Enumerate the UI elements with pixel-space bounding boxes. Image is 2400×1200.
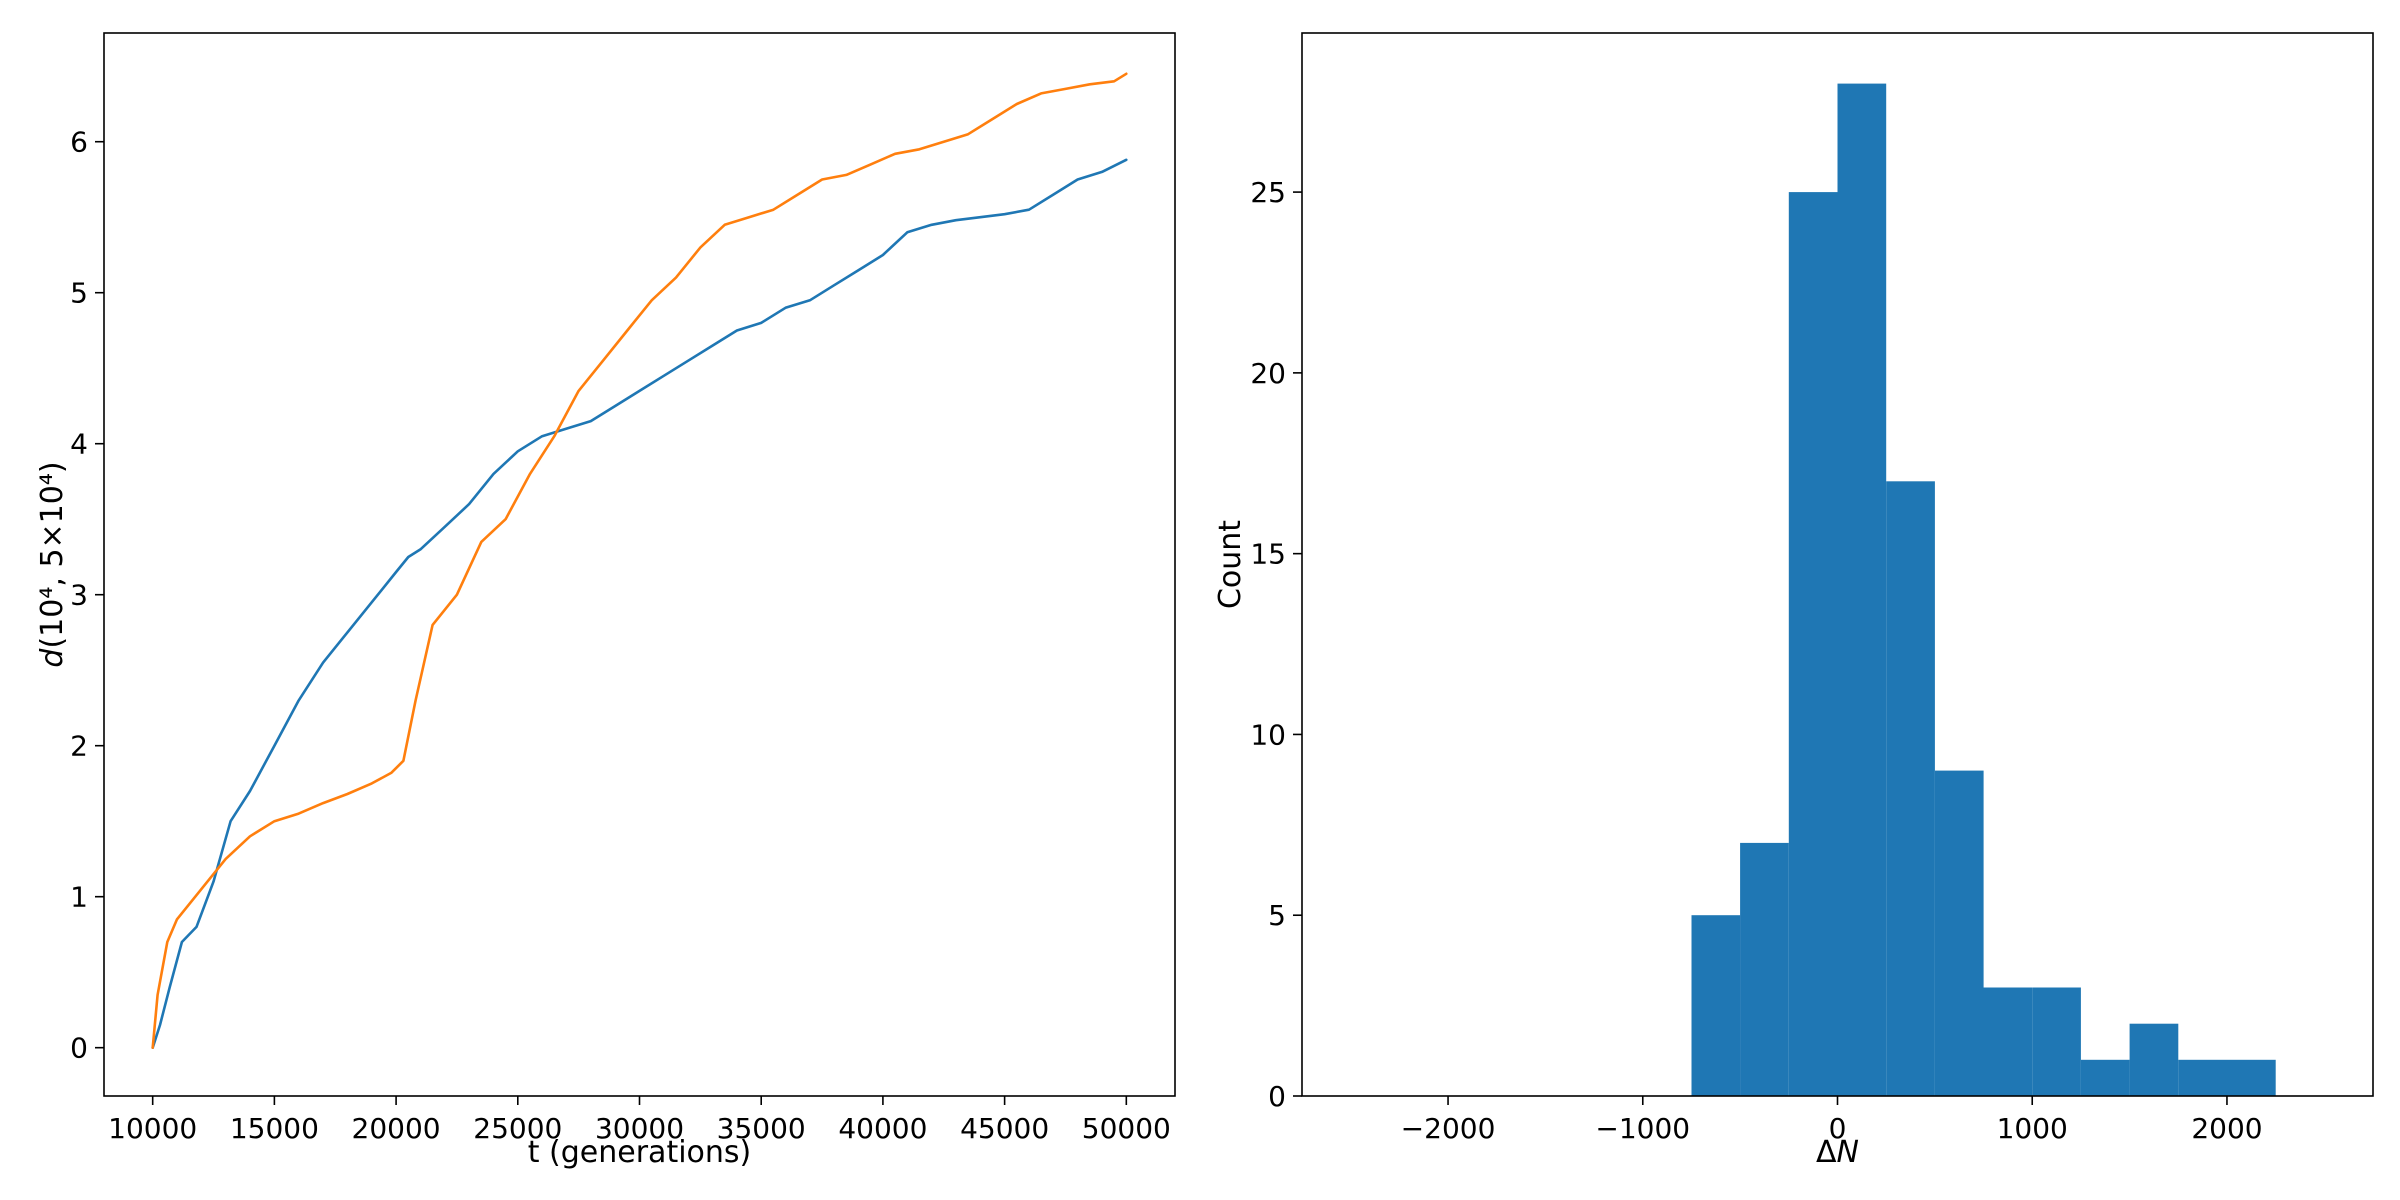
line-series-2 [151, 72, 1128, 1049]
line-chart-y-tick-label: 4 [70, 428, 88, 461]
histogram-bar [1886, 481, 1935, 1096]
histogram-y-ticks: 0 5 10 15 20 25 [1250, 176, 1302, 1113]
line-chart-x-tick-label: 20000 [352, 1112, 441, 1145]
histogram-y-tick-label: 20 [1250, 357, 1286, 390]
histogram-x-axis-label-delta: Δ [1816, 1135, 1837, 1170]
line-chart-y-tick-label: 6 [70, 126, 88, 159]
histogram-y-tick-label: 25 [1250, 176, 1286, 209]
histogram-y-tick-label: 5 [1268, 899, 1286, 932]
line-chart-x-tick-label: 10000 [108, 1112, 197, 1145]
histogram-x-axis-label-italic: N [1837, 1135, 1859, 1170]
line-chart-y-tick-label: 1 [70, 881, 88, 914]
line-chart-x-tick-label: 45000 [960, 1112, 1049, 1145]
line-chart-plot-area [151, 72, 1128, 1049]
histogram-x-axis-label: ΔN [1816, 1135, 1859, 1170]
histogram-plot-area [1691, 83, 2276, 1097]
histogram-x-tick-label: −2000 [1401, 1112, 1496, 1145]
line-chart-y-tick-label: 5 [70, 277, 88, 310]
line-chart-x-axis-label: t (generations) [528, 1135, 752, 1170]
histogram-bar [1740, 842, 1789, 1096]
histogram-bar [1691, 915, 1741, 1096]
histogram-bar [1934, 770, 1984, 1096]
line-chart-panel: 10000 15000 20000 25000 30000 35000 40000 45000… [35, 32, 1176, 1170]
histogram-y-tick-label: 0 [1268, 1080, 1286, 1113]
histogram-bar [1983, 987, 2033, 1096]
histogram-bar [2032, 987, 2081, 1096]
histogram-x-tick-label: 2000 [2191, 1112, 2262, 1145]
line-chart-y-ticks: 0 1 2 3 4 5 6 [70, 126, 104, 1065]
histogram-panel: −2000 −1000 0 1000 2000 0 5 10 15 20 25 ΔN Count [1213, 32, 2374, 1170]
histogram-bar [1788, 192, 1838, 1097]
line-chart-x-tick-label: 50000 [1082, 1112, 1171, 1145]
line-chart-x-tick-label: 40000 [838, 1112, 927, 1145]
line-chart-x-tick-label: 15000 [230, 1112, 319, 1145]
histogram-x-ticks: −2000 −1000 0 1000 2000 [1401, 1096, 2263, 1145]
histogram-y-axis-label: Count [1213, 520, 1248, 609]
histogram-y-tick-label: 10 [1250, 718, 1286, 751]
histogram-bar [2178, 1059, 2227, 1096]
histogram-bar [2227, 1059, 2276, 1096]
line-chart-y-axis-label-italic: d [35, 648, 70, 668]
histogram-x-tick-label: 0 [1829, 1112, 1847, 1145]
histogram-x-tick-label: 1000 [1997, 1112, 2068, 1145]
line-chart-x-ticks: 10000 15000 20000 25000 30000 35000 40000 45000… [108, 1096, 1171, 1145]
line-chart-y-axis-label: d(10⁴, 5×10⁴) [35, 461, 70, 667]
line-chart-frame [103, 32, 1176, 1097]
line-chart-y-tick-label: 2 [70, 730, 88, 763]
histogram-y-tick-label: 15 [1250, 538, 1286, 571]
line-chart-y-tick-label: 3 [70, 579, 88, 612]
line-chart-x-tick-label: 35000 [717, 1112, 806, 1145]
line-chart-y-tick-label: 0 [70, 1032, 88, 1065]
line-series-1 [151, 158, 1128, 1049]
histogram-bar [2129, 1023, 2179, 1096]
line-chart-x-tick-label: 25000 [473, 1112, 562, 1145]
line-chart-y-axis-label-rest: (10⁴, 5×10⁴) [35, 461, 70, 648]
histogram-bar [2080, 1059, 2130, 1096]
line-chart-x-tick-label: 30000 [595, 1112, 684, 1145]
histogram-bar [1837, 83, 1887, 1097]
histogram-x-tick-label: −1000 [1595, 1112, 1690, 1145]
